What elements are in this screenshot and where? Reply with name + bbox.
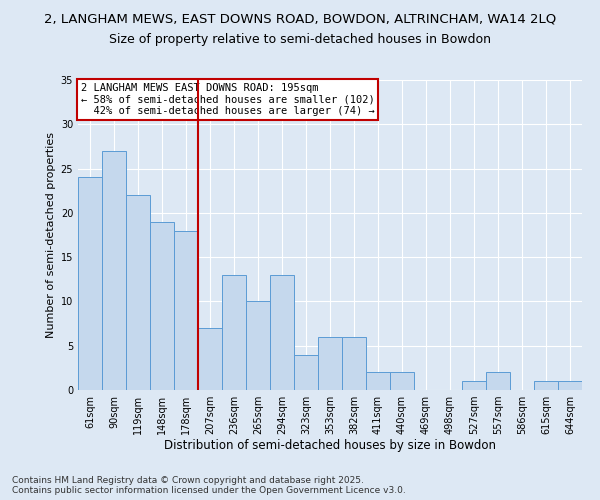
Bar [198,328,222,390]
Bar [78,178,102,390]
Bar [150,222,174,390]
Bar [462,381,486,390]
Y-axis label: Number of semi-detached properties: Number of semi-detached properties [46,132,56,338]
X-axis label: Distribution of semi-detached houses by size in Bowdon: Distribution of semi-detached houses by … [164,438,496,452]
Bar [222,275,246,390]
Bar [270,275,294,390]
Bar [102,151,126,390]
Text: Size of property relative to semi-detached houses in Bowdon: Size of property relative to semi-detach… [109,32,491,46]
Text: 2, LANGHAM MEWS, EAST DOWNS ROAD, BOWDON, ALTRINCHAM, WA14 2LQ: 2, LANGHAM MEWS, EAST DOWNS ROAD, BOWDON… [44,12,556,26]
Bar [390,372,414,390]
Bar [126,195,150,390]
Bar [534,381,558,390]
Bar [174,230,198,390]
Bar [558,381,582,390]
Bar [246,302,270,390]
Bar [318,337,342,390]
Bar [366,372,390,390]
Bar [486,372,510,390]
Bar [342,337,366,390]
Bar [294,354,318,390]
Text: Contains HM Land Registry data © Crown copyright and database right 2025.
Contai: Contains HM Land Registry data © Crown c… [12,476,406,495]
Text: 2 LANGHAM MEWS EAST DOWNS ROAD: 195sqm
← 58% of semi-detached houses are smaller: 2 LANGHAM MEWS EAST DOWNS ROAD: 195sqm ←… [80,83,374,116]
